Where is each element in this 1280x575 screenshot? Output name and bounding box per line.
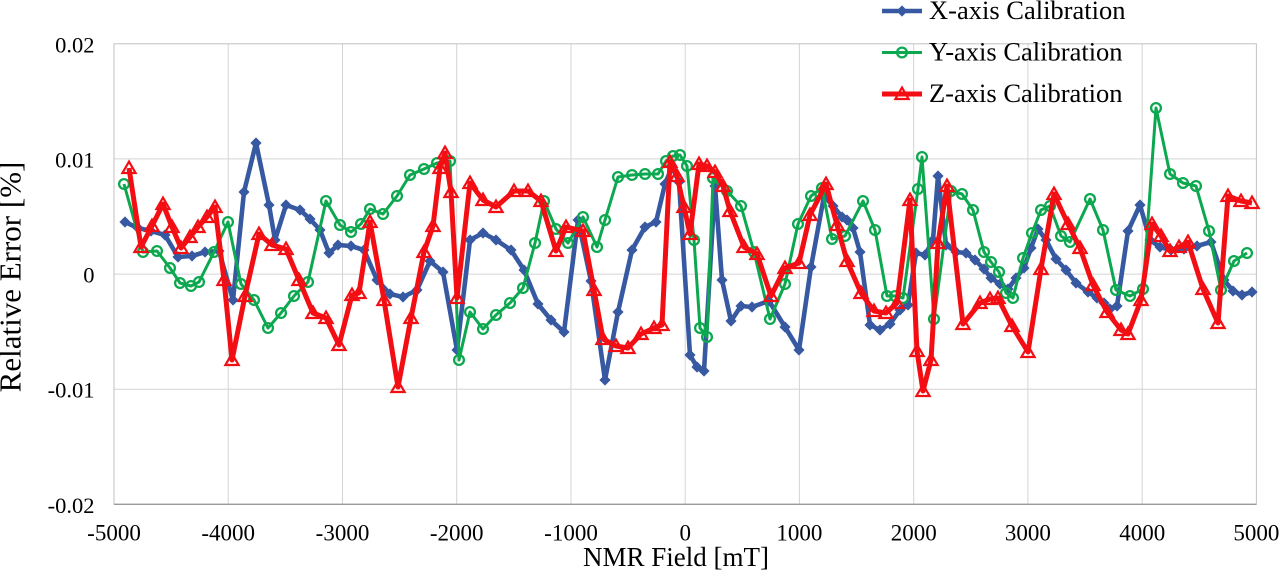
svg-text:3000: 3000 bbox=[1005, 521, 1051, 546]
svg-text:0.01: 0.01 bbox=[55, 147, 94, 172]
svg-text:-0.02: -0.02 bbox=[48, 493, 95, 518]
svg-text:Relative Error [%]: Relative Error [%] bbox=[0, 162, 28, 393]
svg-text:-5000: -5000 bbox=[87, 521, 141, 546]
svg-text:0: 0 bbox=[83, 263, 94, 288]
svg-text:X-axis Calibration: X-axis Calibration bbox=[929, 0, 1126, 25]
svg-text:0: 0 bbox=[679, 521, 691, 546]
svg-text:-1000: -1000 bbox=[544, 521, 598, 546]
svg-text:4000: 4000 bbox=[1119, 521, 1165, 546]
svg-text:1000: 1000 bbox=[776, 521, 822, 546]
svg-text:5000: 5000 bbox=[1233, 521, 1279, 546]
svg-text:NMR Field [mT]: NMR Field [mT] bbox=[583, 542, 769, 572]
svg-text:0.02: 0.02 bbox=[55, 32, 94, 57]
svg-text:-4000: -4000 bbox=[201, 521, 255, 546]
svg-text:-3000: -3000 bbox=[316, 521, 370, 546]
svg-text:Z-axis Calibration: Z-axis Calibration bbox=[929, 78, 1123, 108]
svg-text:-0.01: -0.01 bbox=[48, 378, 95, 403]
svg-text:-2000: -2000 bbox=[430, 521, 484, 546]
svg-text:Y-axis Calibration: Y-axis Calibration bbox=[929, 37, 1123, 67]
svg-text:2000: 2000 bbox=[891, 521, 937, 546]
